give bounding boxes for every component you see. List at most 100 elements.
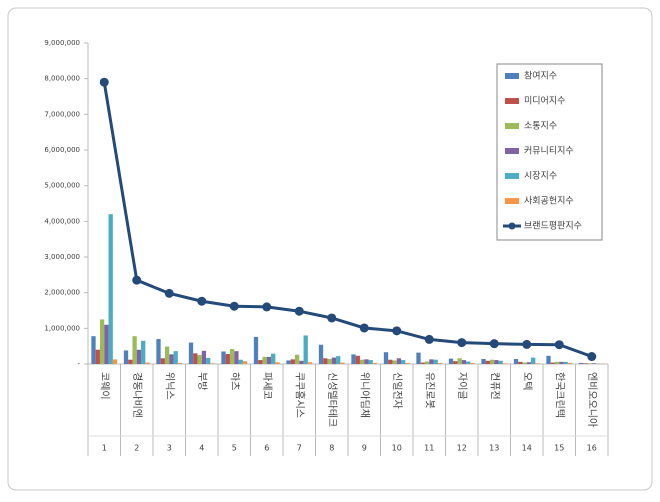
bar <box>499 361 503 364</box>
line-marker <box>165 289 174 298</box>
line-marker <box>490 339 499 348</box>
line-marker <box>522 340 531 349</box>
bar <box>230 349 234 364</box>
bar <box>531 358 535 364</box>
legend-label: 소통지수 <box>524 121 557 132</box>
bar <box>466 362 470 364</box>
x-tick-label: 한국크린텍 <box>553 372 565 418</box>
category-number: 13 <box>489 444 499 453</box>
bar <box>221 352 225 364</box>
bar <box>579 363 583 364</box>
bar <box>351 354 355 364</box>
bar <box>421 363 425 364</box>
bar <box>206 358 210 364</box>
category-number: 9 <box>362 444 367 453</box>
line-marker <box>327 313 336 322</box>
bar <box>239 360 243 364</box>
bar <box>124 350 128 364</box>
bar <box>405 363 409 364</box>
legend-label: 시장지수 <box>524 171 557 182</box>
bar <box>202 351 206 364</box>
bar <box>178 363 182 364</box>
bar <box>503 363 507 364</box>
category-number: 7 <box>297 444 302 453</box>
bar <box>438 363 442 364</box>
y-tick-label: 1,000,000 <box>44 324 80 332</box>
legend-label: 커뮤니티지수 <box>524 146 574 157</box>
category-number: 10 <box>392 444 402 453</box>
bar <box>429 359 433 364</box>
line-marker <box>457 338 466 347</box>
line-marker <box>230 302 239 311</box>
bar <box>141 341 145 364</box>
bar <box>132 336 136 364</box>
bar <box>226 354 230 364</box>
bar <box>369 360 373 364</box>
bar <box>546 356 550 364</box>
bar <box>453 361 457 364</box>
legend-label: 미디어지수 <box>524 96 565 107</box>
bar <box>559 362 563 364</box>
bar <box>481 359 485 364</box>
bar <box>304 335 308 364</box>
y-tick-label: 3,000,000 <box>44 253 80 261</box>
y-tick-label: 7,000,000 <box>44 110 80 118</box>
line-marker <box>425 335 434 344</box>
bar <box>470 363 474 364</box>
bar <box>425 362 429 364</box>
legend-label: 사회공헌지수 <box>524 196 574 207</box>
bar <box>145 363 149 364</box>
legend-swatch <box>509 223 516 230</box>
bar <box>169 354 173 364</box>
bar <box>434 360 438 364</box>
x-tick-label: 신성델타테크 <box>326 372 338 427</box>
line-marker <box>132 276 141 285</box>
bar <box>308 362 312 364</box>
line-marker <box>295 307 304 316</box>
bar <box>568 363 572 364</box>
category-number: 6 <box>264 444 269 453</box>
y-tick-label: 5,000,000 <box>44 182 80 190</box>
x-tick-label: 쿠쿠홈시스 <box>293 372 306 418</box>
y-tick-label: 2,000,000 <box>44 289 80 297</box>
x-tick-label: 코웨이 <box>98 372 110 400</box>
bar <box>91 336 95 364</box>
legend-swatch <box>505 73 519 79</box>
bar <box>128 360 132 364</box>
bar <box>113 359 117 364</box>
x-tick-label: 유진로봇 <box>423 372 435 409</box>
bar <box>234 351 238 364</box>
y-tick-label: 4,000,000 <box>44 217 80 225</box>
bar <box>275 362 279 364</box>
bar <box>286 360 290 364</box>
bar <box>514 359 518 364</box>
bar <box>360 360 364 364</box>
bar <box>401 360 405 364</box>
bar <box>189 343 193 364</box>
x-tick-label: 컨퓨전 <box>488 372 500 400</box>
bar <box>535 363 539 364</box>
line-marker <box>100 78 109 87</box>
bar <box>364 359 368 364</box>
bar <box>262 357 266 364</box>
bar <box>161 358 165 364</box>
bar <box>416 353 420 364</box>
category-number: 12 <box>457 444 467 453</box>
category-number: 8 <box>329 444 334 453</box>
line-marker <box>587 352 596 361</box>
line-marker <box>262 302 271 311</box>
bar <box>457 358 461 364</box>
bar <box>522 363 526 364</box>
category-number: 2 <box>134 444 139 453</box>
y-tick-label: 8,000,000 <box>44 75 80 83</box>
bar <box>336 356 340 364</box>
bar <box>462 360 466 364</box>
bar <box>583 363 587 364</box>
line-marker <box>392 326 401 335</box>
x-tick-label: 엔비오오니아 <box>586 372 598 427</box>
bar <box>486 361 490 364</box>
x-tick-label: 위닉스 <box>163 372 176 400</box>
bar <box>327 359 331 364</box>
line-marker <box>555 340 564 349</box>
